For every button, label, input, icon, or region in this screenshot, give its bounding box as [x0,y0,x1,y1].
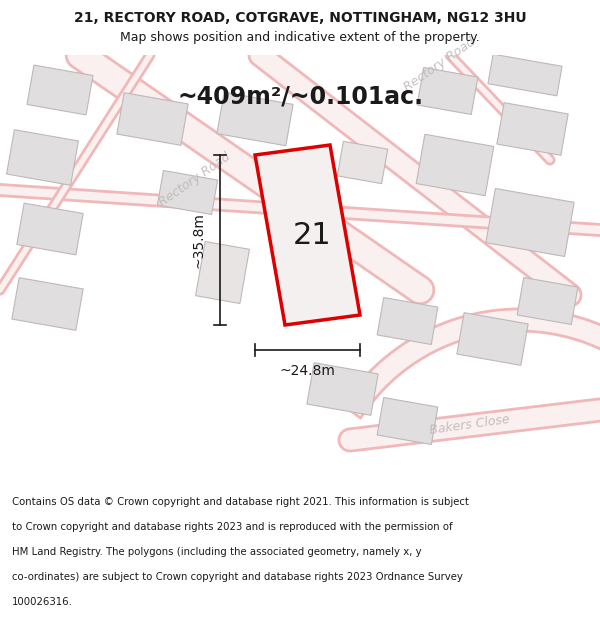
Text: Rectory Road: Rectory Road [402,36,478,94]
Bar [27,65,93,115]
Text: Rectory Road: Rectory Road [157,151,233,209]
Bar [277,221,332,264]
Text: HM Land Registry. The polygons (including the associated geometry, namely x, y: HM Land Registry. The polygons (includin… [12,547,422,557]
Bar [157,171,218,214]
Bar [117,92,188,146]
Bar [377,398,438,444]
Text: 21: 21 [293,221,331,249]
Bar [457,312,528,366]
Text: Contains OS data © Crown copyright and database right 2021. This information is : Contains OS data © Crown copyright and d… [12,497,469,507]
Bar [337,141,388,184]
Bar [377,298,438,344]
Text: co-ordinates) are subject to Crown copyright and database rights 2023 Ordnance S: co-ordinates) are subject to Crown copyr… [12,572,463,582]
Polygon shape [255,145,360,325]
Text: Map shows position and indicative extent of the property.: Map shows position and indicative extent… [120,31,480,44]
Text: ~24.8m: ~24.8m [280,364,335,378]
Bar [196,241,250,304]
Bar [7,130,79,185]
Text: 21, RECTORY ROAD, COTGRAVE, NOTTINGHAM, NG12 3HU: 21, RECTORY ROAD, COTGRAVE, NOTTINGHAM, … [74,11,526,25]
Bar [307,362,378,416]
Bar [497,102,568,156]
Text: Bakers Close: Bakers Close [429,413,511,437]
Bar [417,68,478,114]
Text: 100026316.: 100026316. [12,597,73,607]
Text: to Crown copyright and database rights 2023 and is reproduced with the permissio: to Crown copyright and database rights 2… [12,522,452,532]
Bar [17,203,83,255]
Bar [488,54,562,96]
Text: ~35.8m: ~35.8m [192,212,206,268]
Bar [416,134,494,196]
Bar [517,278,578,324]
Bar [486,189,574,256]
Bar [12,278,83,331]
Text: ~409m²/~0.101ac.: ~409m²/~0.101ac. [177,85,423,109]
Bar [217,92,293,146]
